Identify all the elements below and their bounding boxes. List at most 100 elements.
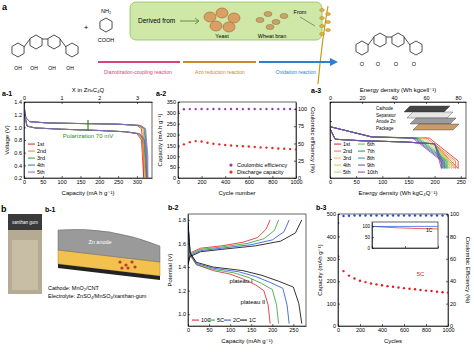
axis-title: Voltage (V): [4, 125, 10, 155]
tick: 100: [58, 176, 67, 185]
point: [271, 108, 273, 110]
point: [265, 108, 267, 110]
point: [370, 282, 372, 284]
tick: 50: [170, 164, 180, 170]
tick-label: 800: [422, 327, 431, 333]
tick-label: 3: [136, 95, 139, 101]
legend-swatch: [224, 320, 231, 321]
tick: 0: [294, 175, 301, 181]
pouch-layer: [410, 118, 456, 124]
point: [359, 280, 361, 282]
tick-label: 0: [23, 95, 26, 101]
ring: [48, 35, 60, 49]
yeast-cell: [216, 8, 228, 18]
anode-layer: [58, 229, 160, 262]
tick-mark: [178, 135, 180, 136]
bond: [404, 37, 410, 45]
axis-title: Cycles: [384, 338, 402, 344]
point: [342, 215, 344, 217]
point: [381, 214, 383, 216]
tick-mark: [446, 304, 448, 305]
legend-swatch: [208, 320, 215, 321]
tick: 1.4: [178, 264, 190, 270]
point: [353, 214, 355, 216]
tick-label: 500: [327, 211, 336, 217]
label: Electrolyte: ZnSO₄/MnSO₄/xanthan-gum: [48, 293, 147, 299]
tick-mark: [178, 102, 180, 103]
tick-label: 150: [167, 143, 176, 149]
layer-label: Cathode: [376, 106, 394, 111]
label: Cathode: MnO₂/CNT: [48, 285, 99, 291]
tick-label: 250: [167, 121, 176, 127]
tick-label: 50: [40, 179, 46, 185]
tick-mark: [178, 178, 180, 179]
axis-line: [372, 223, 373, 249]
tick-mark: [294, 143, 296, 144]
plot-frame: [338, 214, 448, 326]
chart: 050100150200250020406080Energy density (…: [311, 87, 467, 197]
ring: [410, 41, 422, 55]
tick-mark: [382, 176, 383, 178]
yeast-cell: [204, 12, 216, 22]
point: [195, 140, 197, 142]
tick-mark: [338, 236, 340, 237]
point: [408, 214, 410, 216]
tick: 150: [247, 324, 256, 333]
plot-data: [24, 103, 148, 178]
tick-mark: [435, 176, 436, 178]
point: [206, 108, 208, 110]
arrow: [300, 17, 315, 26]
reaction-label: Oxidation reaction: [276, 69, 317, 75]
tick-mark: [251, 324, 252, 326]
ring: [66, 43, 78, 57]
wheat-grain: [320, 25, 325, 28]
tick-mark: [62, 102, 63, 104]
axis-title: Coulombic efficiency (%): [310, 107, 316, 173]
axis-title: Energy density (Wh kgcell⁻¹): [360, 87, 437, 93]
tick: 400: [378, 324, 387, 333]
legend-entry: 8th: [367, 155, 375, 161]
tick-mark: [360, 324, 361, 326]
axis-line: [296, 103, 297, 179]
tick: 300: [167, 110, 180, 116]
legend-swatch: [358, 172, 365, 173]
tick-mark: [404, 324, 405, 326]
legend: Coulombic efficiencyDischarge capacity: [229, 162, 287, 175]
tick-label: 0: [298, 175, 301, 181]
point: [195, 108, 197, 110]
plot-frame: [24, 102, 152, 178]
tick-mark: [24, 127, 26, 128]
axis-title: Capacity (mA h g⁻¹): [62, 190, 115, 196]
bran-flake: [272, 20, 280, 25]
tick-label: 600: [245, 179, 254, 185]
point: [364, 281, 366, 283]
point: [436, 214, 438, 216]
point: [277, 108, 279, 110]
tick-label: 0: [337, 327, 340, 333]
tick-label: 60: [450, 256, 456, 262]
tick-mark: [225, 176, 226, 178]
yeast-cell: [228, 13, 240, 23]
scheme: aOHOHOHOH+NH₂COOHDerived fromYeastWheat …: [2, 2, 422, 84]
point: [403, 214, 405, 216]
tick: 50: [365, 235, 374, 240]
tick-mark: [446, 259, 448, 260]
tick-mark: [330, 159, 332, 160]
tick-mark: [24, 178, 26, 179]
tick-mark: [426, 324, 427, 326]
tick: 250: [114, 176, 123, 185]
tick-label: 1.0: [14, 125, 22, 131]
label: +: [84, 23, 89, 32]
tick-mark: [99, 176, 100, 178]
tick-label: 50: [354, 179, 360, 185]
legend-entry: 9th: [367, 162, 375, 168]
series-line: [330, 127, 449, 169]
point: [212, 142, 214, 144]
tick-mark: [372, 237, 374, 238]
plot-data: [330, 127, 458, 169]
pouch-layer: [407, 112, 453, 118]
legend-entry: 1C: [249, 317, 256, 323]
tick: 150: [167, 143, 180, 149]
tick-label: 1.2: [14, 112, 22, 118]
tick-label: 800: [268, 179, 277, 185]
